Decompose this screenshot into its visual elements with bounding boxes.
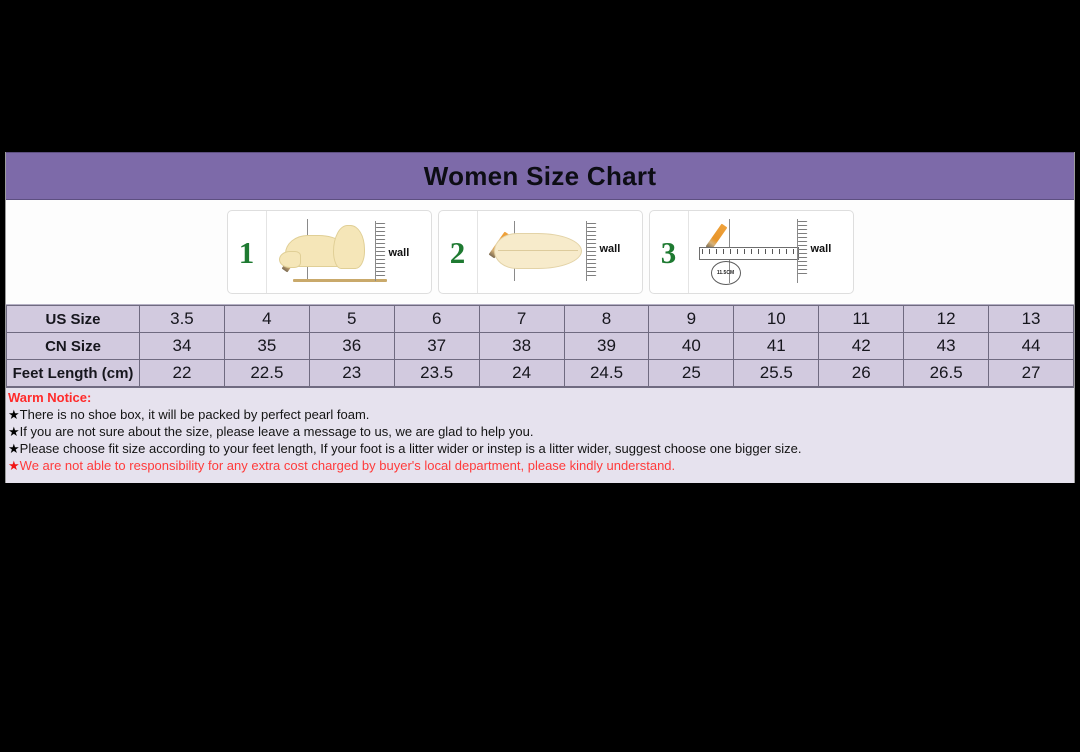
step-number-2-label: 2 xyxy=(449,234,466,270)
size-table-body: US Size 3.5 4 5 6 7 8 9 10 11 12 13 CN S… xyxy=(6,305,1074,387)
row-header-feet-length: Feet Length (cm) xyxy=(6,359,140,387)
cell-us-size-2: 5 xyxy=(308,305,395,333)
notice-line-4: ★We are not able to responsibility for a… xyxy=(8,457,1074,474)
notice-line-2-text: If you are not sure about the size, plea… xyxy=(19,424,534,439)
notice-line-2: ★If you are not sure about the size, ple… xyxy=(8,423,1074,440)
foot-center-line xyxy=(497,250,578,251)
notice-line-1: ★There is no shoe box, it will be packed… xyxy=(8,406,1074,423)
step-number-2-badge: 2 xyxy=(439,211,478,293)
cell-feet-length-4: 24 xyxy=(478,359,565,387)
wall-hatch-icon xyxy=(797,221,807,277)
cell-feet-length-9: 26.5 xyxy=(903,359,990,387)
ruler-icon xyxy=(698,247,799,260)
step-number-1-badge: 1 xyxy=(228,211,267,293)
foot-shape-heel xyxy=(332,225,365,269)
warm-notice-section: Warm Notice: ★There is no shoe box, it w… xyxy=(6,387,1074,483)
cell-cn-size-0: 34 xyxy=(139,332,225,360)
foot-shape-toe xyxy=(278,251,301,268)
star-bullet-icon: ★ xyxy=(8,458,20,473)
wall-line xyxy=(374,221,376,281)
cell-us-size-0: 3.5 xyxy=(139,305,225,333)
notice-line-4-text: We are not able to responsibility for an… xyxy=(19,458,676,473)
wall-line xyxy=(796,219,798,283)
measure-guide-panels: 1 wall xyxy=(226,210,854,294)
step-number-3-badge: 3 xyxy=(650,211,689,293)
cell-feet-length-10: 27 xyxy=(988,359,1074,387)
size-table: US Size 3.5 4 5 6 7 8 9 10 11 12 13 CN S… xyxy=(6,305,1074,387)
table-row: Feet Length (cm) 22 22.5 23 23.5 24 24.5… xyxy=(6,359,1074,387)
cell-feet-length-0: 22 xyxy=(139,359,225,387)
notice-line-1-text: There is no shoe box, it will be packed … xyxy=(19,407,370,422)
cell-cn-size-10: 44 xyxy=(988,332,1074,360)
measure-step-3: 3 11.5CM wall xyxy=(648,210,854,294)
size-chart-card: Women Size Chart 1 xyxy=(5,152,1075,483)
notice-line-3-text: Please choose fit size according to your… xyxy=(19,441,802,456)
cell-feet-length-6: 25 xyxy=(648,359,735,387)
cell-us-size-6: 9 xyxy=(648,305,735,333)
ruler-ticks xyxy=(701,249,796,254)
table-row: CN Size 34 35 36 37 38 39 40 41 42 43 44 xyxy=(6,332,1074,360)
cell-us-size-7: 10 xyxy=(733,305,820,333)
measurement-callout: 11.5CM xyxy=(710,261,741,285)
measure-step-1: 1 wall xyxy=(226,210,432,294)
foot-shape-top xyxy=(493,233,582,269)
wall-label-2: wall xyxy=(599,243,621,255)
warm-notice-title: Warm Notice: xyxy=(8,390,92,405)
cell-feet-length-1: 22.5 xyxy=(223,359,310,387)
step-number-3-label: 3 xyxy=(660,234,677,270)
star-bullet-icon: ★ xyxy=(8,407,20,422)
cell-us-size-4: 7 xyxy=(478,305,565,333)
cell-cn-size-3: 37 xyxy=(393,332,480,360)
foot-side-view-icon: wall xyxy=(266,211,431,293)
cell-cn-size-9: 43 xyxy=(903,332,990,360)
step-number-1-label: 1 xyxy=(238,234,255,270)
table-row: US Size 3.5 4 5 6 7 8 9 10 11 12 13 xyxy=(6,305,1074,333)
measure-step-2: 2 wall xyxy=(437,210,643,294)
cell-us-size-9: 12 xyxy=(903,305,990,333)
floor-line xyxy=(292,279,387,282)
star-bullet-icon: ★ xyxy=(8,424,20,439)
cell-cn-size-6: 40 xyxy=(648,332,735,360)
cell-feet-length-5: 24.5 xyxy=(563,359,650,387)
wall-label-1: wall xyxy=(388,247,410,259)
wall-label-3: wall xyxy=(810,243,832,255)
cell-cn-size-4: 38 xyxy=(478,332,565,360)
cell-cn-size-2: 36 xyxy=(308,332,395,360)
chart-title-bar: Women Size Chart xyxy=(6,152,1074,200)
foot-top-view-icon: wall xyxy=(478,211,642,293)
cell-us-size-3: 6 xyxy=(393,305,480,333)
ruler-measure-icon: 11.5CM wall xyxy=(689,211,853,293)
wall-line xyxy=(585,221,587,281)
cell-feet-length-8: 26 xyxy=(818,359,905,387)
measurement-callout-label: 11.5CM xyxy=(716,270,735,276)
page-title: Women Size Chart xyxy=(423,160,657,191)
cell-us-size-1: 4 xyxy=(223,305,310,333)
star-bullet-icon: ★ xyxy=(8,441,20,456)
wall-hatch-icon xyxy=(375,223,385,279)
cell-cn-size-8: 42 xyxy=(818,332,905,360)
row-header-cn-size: CN Size xyxy=(6,332,140,360)
row-header-us-size: US Size xyxy=(6,305,140,333)
wall-hatch-icon xyxy=(586,223,596,279)
notice-line-3: ★Please choose fit size according to you… xyxy=(8,440,1074,457)
cell-us-size-8: 11 xyxy=(818,305,905,333)
cell-cn-size-7: 41 xyxy=(733,332,820,360)
foot-shape-arch xyxy=(266,211,291,223)
cell-us-size-10: 13 xyxy=(988,305,1074,333)
cell-cn-size-5: 39 xyxy=(563,332,650,360)
cell-cn-size-1: 35 xyxy=(223,332,310,360)
cell-us-size-5: 8 xyxy=(563,305,650,333)
measure-guide-band: 1 wall xyxy=(6,200,1074,305)
cell-feet-length-3: 23.5 xyxy=(393,359,480,387)
cell-feet-length-7: 25.5 xyxy=(733,359,820,387)
cell-feet-length-2: 23 xyxy=(308,359,395,387)
